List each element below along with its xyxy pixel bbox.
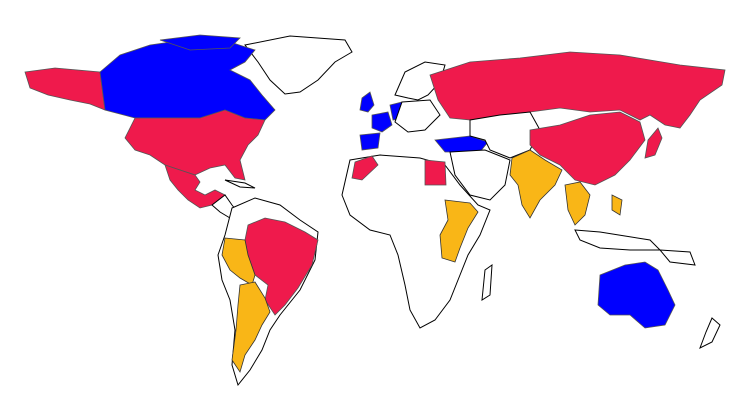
egypt [424, 159, 447, 186]
alaska [24, 67, 106, 111]
australia [597, 261, 676, 329]
uk [359, 91, 375, 113]
indonesia [574, 229, 662, 251]
china [529, 111, 646, 186]
africa [341, 154, 491, 329]
mexico [164, 164, 226, 209]
france [371, 111, 393, 133]
greenland [244, 35, 353, 95]
middle-east [449, 149, 511, 201]
usa [124, 109, 266, 181]
spain [359, 132, 381, 151]
argentina [231, 281, 271, 373]
new-guinea [658, 249, 696, 266]
cuba [224, 179, 256, 189]
madagascar [481, 263, 493, 301]
southeast-asia [564, 181, 591, 226]
morocco [351, 155, 379, 181]
central-asia [469, 111, 541, 159]
russia [429, 51, 726, 129]
new-zealand [699, 317, 721, 350]
central-europe [394, 99, 441, 133]
canada [99, 39, 276, 121]
india [509, 149, 563, 219]
philippines [611, 194, 623, 216]
japan [644, 127, 663, 159]
turkey [434, 135, 489, 153]
canada-islands [159, 34, 241, 51]
east-africa [439, 199, 479, 263]
